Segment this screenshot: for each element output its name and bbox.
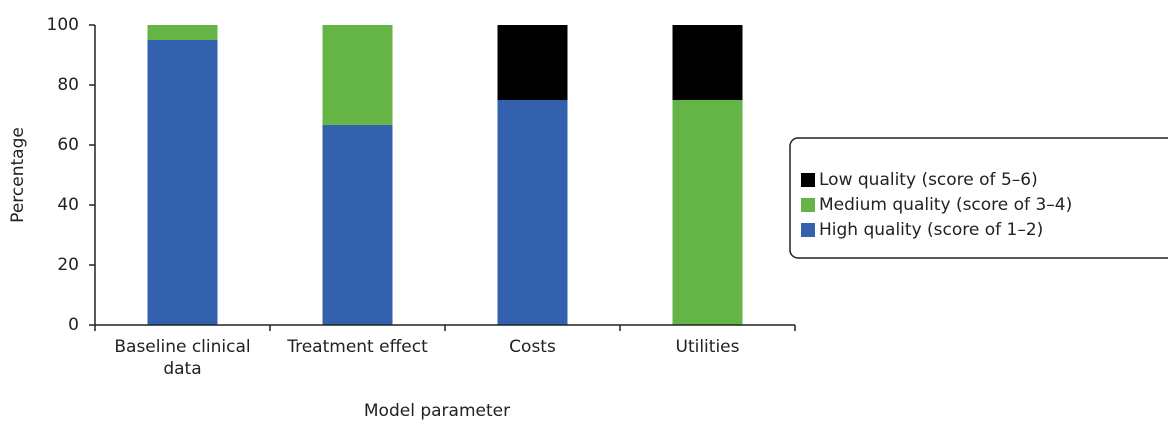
bar-segment <box>147 40 218 325</box>
legend-label: Low quality (score of 5–6) <box>819 170 1038 190</box>
legend-box <box>789 137 1168 259</box>
y-tick-label: 40 <box>57 195 79 215</box>
legend-swatch <box>801 223 815 237</box>
y-tick-label: 0 <box>68 315 79 335</box>
bar-segment <box>672 25 743 100</box>
bar-segment <box>147 25 218 40</box>
x-tick-label: Utilities <box>675 337 740 357</box>
y-tick-label: 60 <box>57 135 79 155</box>
x-tick-label: Baseline clinical data <box>114 337 251 379</box>
y-tick-label: 100 <box>47 15 79 35</box>
bar-segment <box>322 124 393 326</box>
legend-label: High quality (score of 1–2) <box>819 220 1043 240</box>
legend-label: Medium quality (score of 3–4) <box>819 195 1072 215</box>
y-tick-label: 80 <box>57 75 79 95</box>
x-axis-title: Model parameter <box>364 401 510 421</box>
legend-swatch <box>801 198 815 212</box>
bar-segment <box>322 25 393 125</box>
legend-swatch <box>801 173 815 187</box>
bar-segment <box>497 25 568 100</box>
bar-segment <box>672 100 743 325</box>
y-axis-title: Percentage <box>8 127 28 223</box>
bar-segment <box>497 100 568 325</box>
x-tick-label: Costs <box>509 337 556 357</box>
y-tick-label: 20 <box>57 255 79 275</box>
x-tick-label: Treatment effect <box>287 337 428 357</box>
